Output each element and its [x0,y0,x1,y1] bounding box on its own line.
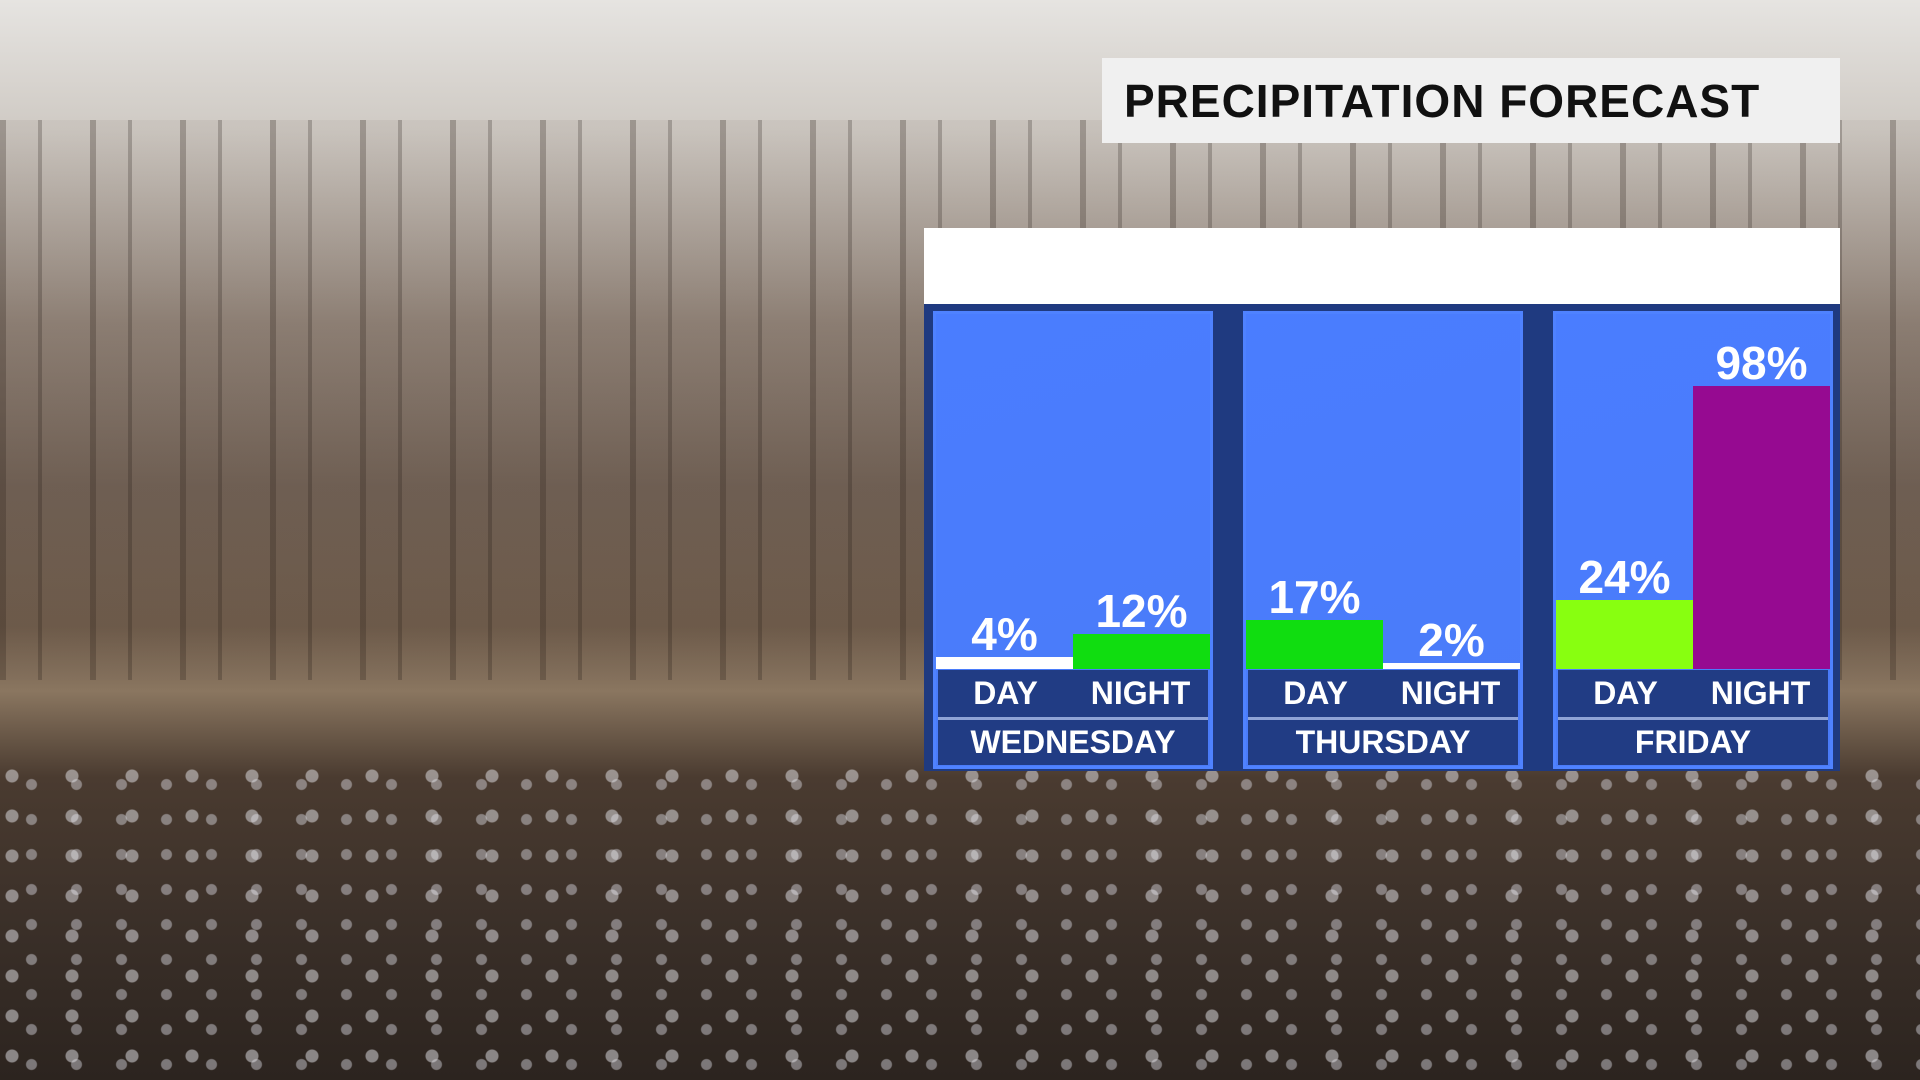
data-label: 98% [1715,336,1808,389]
sub-label-night: NIGHT [1710,675,1811,711]
sub-label-day: DAY [1593,675,1658,711]
day-name-label: FRIDAY [1558,717,1828,765]
day-name-label: WEDNESDAY [938,717,1208,765]
background-hail-ground [0,760,1920,1080]
sub-label-day: DAY [973,675,1038,711]
day-panel-wednesday: 4% 12% DAY NIGHT WEDNESDAY [933,311,1213,769]
header-strip [924,228,1840,304]
bar-night [1073,634,1210,669]
bar-day [1556,599,1693,669]
sub-label-night: NIGHT [1090,675,1191,711]
data-label: 12% [1095,585,1188,638]
sub-label-day: DAY [1283,675,1348,711]
chart-title: PRECIPITATION FORECAST [1124,74,1761,127]
bar-night [1693,385,1830,669]
sub-label-row: DAY NIGHT [938,670,1208,717]
sub-label-night: NIGHT [1400,675,1501,711]
bar-day [1246,619,1383,669]
sub-label-row: DAY NIGHT [1558,670,1828,717]
data-label: 24% [1578,550,1671,603]
bar-day [936,657,1073,669]
day-panel-thursday: 17% 2% DAY NIGHT THURSDAY [1243,311,1523,769]
day-name-label: THURSDAY [1248,717,1518,765]
data-label: 17% [1268,570,1361,623]
bar-night [1383,663,1520,669]
title-box: PRECIPITATION FORECAST [1102,58,1840,143]
data-label: 2% [1418,614,1485,667]
day-panel-friday: 24% 98% DAY NIGHT FRIDAY [1553,311,1833,769]
sub-label-row: DAY NIGHT [1248,670,1518,717]
data-label: 4% [971,608,1038,661]
